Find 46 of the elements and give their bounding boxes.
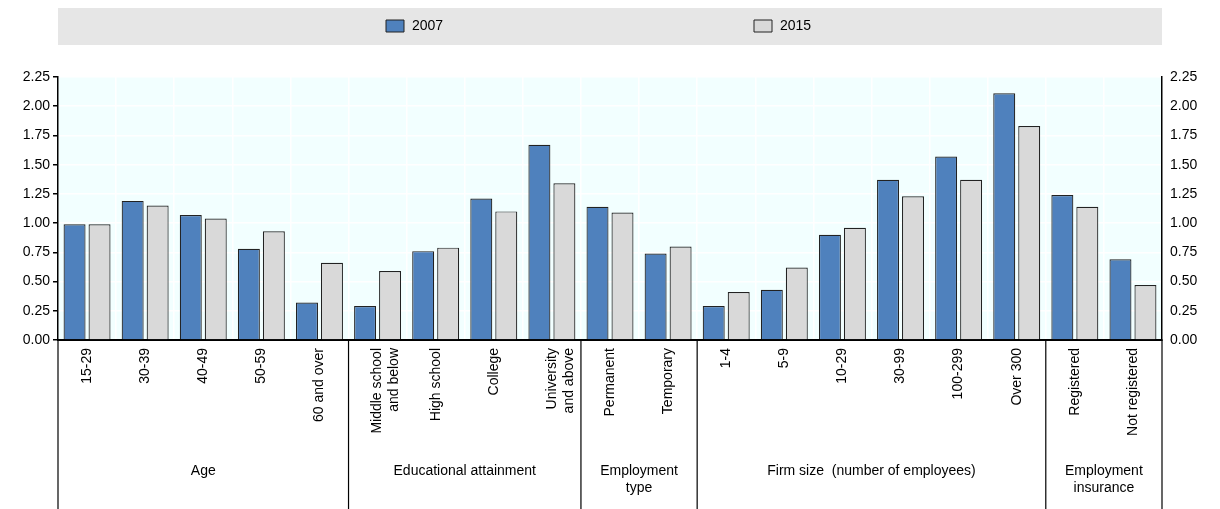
x-tick-label: 50-59 (252, 347, 269, 384)
y-tick-label: 0.00 (22, 330, 51, 347)
y-tick-label: 0.25 (22, 301, 51, 318)
x-tick-label: College (484, 347, 501, 396)
y-tick-label: 1.75 (22, 126, 51, 143)
text: Firm size (number of employees) (767, 461, 976, 478)
x-tick-label: 30-99 (891, 347, 908, 384)
y2-tick-label: 0.00 (1170, 330, 1198, 347)
x-tick-label: Over 300 (1007, 347, 1024, 406)
x-tick-label: 40-49 (194, 347, 211, 384)
x-tick-label: High school (426, 348, 443, 422)
y2-tick-label: 1.00 (1170, 213, 1198, 230)
y2-tick-label: 0.75 (1170, 243, 1198, 260)
text: Educational attainment (393, 461, 537, 478)
x-tick-label: Middle school and below (368, 347, 402, 434)
y2-tick-label: 0.25 (1170, 301, 1198, 318)
y-tick-label: 1.25 (22, 184, 51, 201)
y2-tick-label: 1.25 (1170, 184, 1198, 201)
y2-tick-label: 2.00 (1170, 97, 1198, 114)
x-tick-label: Temporary (658, 348, 675, 415)
text: Employment insurance (1064, 461, 1143, 495)
y-tick-label: 1.50 (22, 155, 51, 172)
text: Age (190, 461, 216, 478)
legend-label: 2007 (412, 17, 444, 34)
x-tick-label: 30-39 (136, 347, 153, 384)
x-tick-label: 60 and over (310, 347, 327, 422)
y-tick-label: 2.00 (22, 97, 51, 114)
x-tick-label: 10-29 (833, 347, 850, 384)
x-tick-label: 5-9 (775, 347, 792, 369)
legend-label: 2015 (780, 17, 812, 34)
x-tick-label: Permanent (600, 347, 617, 417)
y-tick-label: 2.25 (22, 67, 51, 84)
x-tick-label: Registered (1065, 348, 1082, 416)
y2-tick-label: 1.75 (1170, 126, 1198, 143)
y2-tick-label: 2.25 (1170, 67, 1198, 84)
y-tick-label: 1.00 (22, 213, 51, 230)
y2-tick-label: 1.50 (1170, 155, 1198, 172)
y2-tick-label: 0.50 (1170, 272, 1198, 289)
x-tick-label: Not registered (1123, 348, 1140, 436)
y-tick-label: 0.50 (22, 272, 51, 289)
x-tick-label: 100-299 (949, 347, 966, 400)
y-tick-label: 0.75 (22, 243, 51, 260)
text: Employment type (600, 461, 679, 495)
x-tick-label: 15-29 (77, 347, 94, 384)
x-tick-label: 1-4 (717, 347, 734, 369)
x-tick-label: University and above (542, 347, 576, 414)
